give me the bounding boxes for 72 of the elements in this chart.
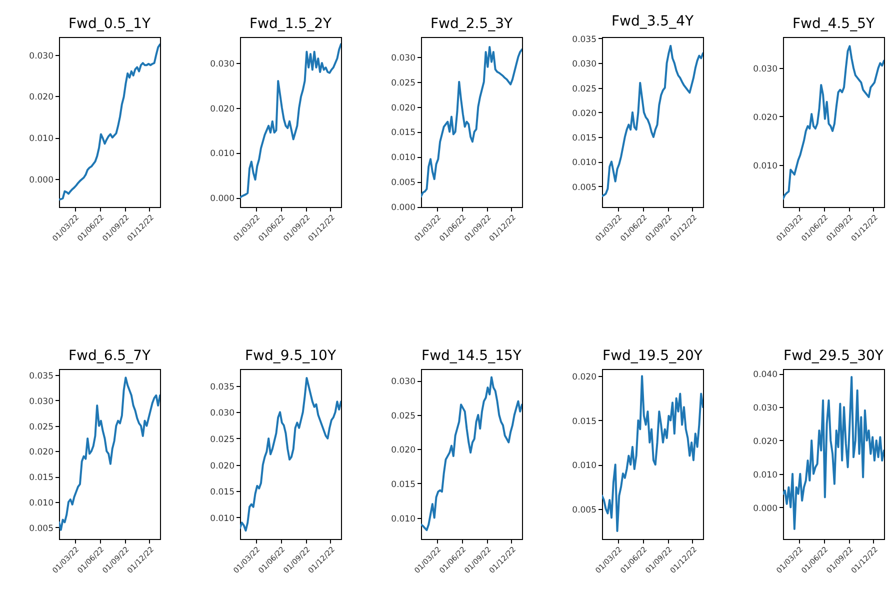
y-tick-label: 0.010: [753, 161, 778, 172]
y-tick-label: 0.020: [753, 112, 778, 123]
y-tick-label: 0.025: [391, 78, 416, 88]
y-tick-label: 0.020: [572, 372, 596, 383]
y-tick-label: 0.020: [753, 436, 778, 447]
y-tick-label: 0.010: [391, 514, 416, 524]
y-tick-label: 0.000: [29, 175, 54, 186]
line-series: [240, 376, 341, 532]
y-tick-label: 0.015: [210, 488, 234, 498]
y-tick-label: 0.010: [753, 470, 778, 480]
chart-title: Fwd_6.5_7Y: [68, 348, 151, 364]
line-series: [59, 376, 160, 531]
y-tick-label: 0.005: [572, 505, 596, 516]
y-tick-label: 0.040: [753, 370, 778, 380]
y-tick-label: 0.010: [391, 153, 416, 164]
y-tick-label: 0.030: [572, 60, 596, 70]
y-tick-label: 0.030: [29, 396, 54, 407]
y-tick-label: 0.000: [753, 504, 778, 514]
y-tick-label: 0.010: [29, 134, 54, 144]
chart-title: Fwd_2.5_3Y: [430, 16, 513, 32]
y-tick-label: 0.005: [572, 182, 596, 193]
y-tick-label: 0.015: [391, 480, 416, 490]
line-series: [421, 46, 522, 198]
y-tick-label: 0.015: [29, 473, 54, 484]
chart-title: Fwd_4.5_5Y: [792, 16, 875, 32]
y-tick-label: 0.010: [29, 498, 54, 508]
chart-title: Fwd_19.5_20Y: [602, 348, 703, 364]
y-tick-label: 0.030: [210, 408, 234, 419]
line-series: [783, 45, 884, 200]
y-tick-label: 0.035: [572, 34, 596, 45]
y-tick-label: 0.030: [391, 377, 416, 388]
y-tick-label: 0.015: [572, 134, 596, 144]
y-tick-label: 0.030: [753, 404, 778, 414]
y-tick-label: 0.035: [210, 382, 234, 392]
line-series: [421, 376, 522, 532]
y-tick-label: 0.000: [391, 203, 416, 213]
y-tick-label: 0.005: [391, 178, 416, 188]
y-tick-label: 0.025: [572, 84, 596, 94]
y-tick-label: 0.010: [572, 158, 596, 168]
y-tick-label: 0.020: [29, 92, 54, 103]
y-tick-label: 0.020: [210, 104, 234, 114]
line-series: [59, 43, 160, 201]
y-tick-label: 0.035: [29, 372, 54, 382]
y-tick-label: 0.010: [210, 514, 234, 524]
line-series: [240, 43, 341, 199]
chart-title: Fwd_1.5_2Y: [249, 16, 332, 32]
y-tick-label: 0.020: [29, 448, 54, 458]
line-series: [602, 375, 703, 532]
chart-title: Fwd_3.5_4Y: [611, 13, 694, 30]
chart-title: Fwd_29.5_30Y: [784, 348, 884, 364]
y-tick-label: 0.030: [29, 51, 54, 62]
y-tick-label: 0.030: [753, 64, 778, 74]
y-tick-label: 0.025: [391, 411, 416, 422]
y-tick-label: 0.000: [210, 194, 234, 204]
y-tick-label: 0.030: [210, 60, 234, 70]
y-tick-label: 0.015: [572, 416, 596, 427]
y-tick-label: 0.025: [29, 422, 54, 432]
y-tick-label: 0.020: [572, 108, 596, 119]
y-tick-label: 0.025: [210, 434, 234, 445]
chart-title: Fwd_14.5_15Y: [422, 348, 522, 364]
y-tick-label: 0.030: [391, 53, 416, 64]
y-tick-label: 0.010: [210, 149, 234, 160]
y-tick-label: 0.020: [391, 446, 416, 456]
y-tick-label: 0.020: [210, 461, 234, 472]
y-tick-label: 0.005: [29, 524, 54, 534]
y-tick-label: 0.010: [572, 461, 596, 472]
chart-title: Fwd_0.5_1Y: [68, 16, 151, 32]
y-tick-label: 0.015: [391, 128, 416, 138]
chart-title: Fwd_9.5_10Y: [244, 348, 336, 364]
line-series: [602, 44, 703, 198]
line-series: [783, 376, 884, 530]
y-tick-label: 0.020: [391, 103, 416, 114]
